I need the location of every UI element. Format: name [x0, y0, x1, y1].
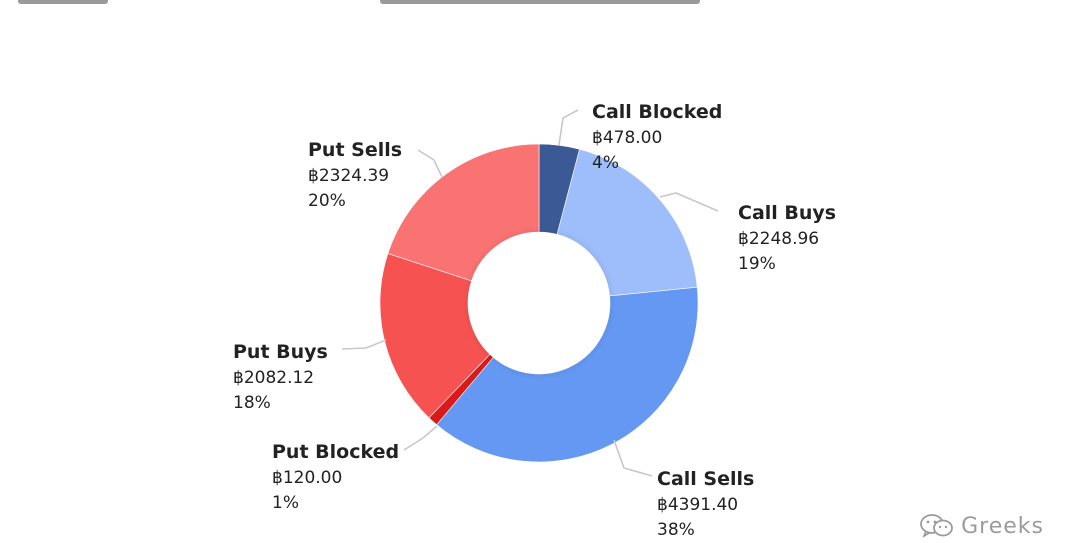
wechat-icon [919, 513, 955, 539]
label-name-call-blocked: Call Blocked [592, 101, 722, 123]
label-name-call-buys: Call Buys [738, 202, 836, 224]
label-percent-put-sells: 20% [308, 191, 346, 211]
label-name-call-sells: Call Sells [657, 468, 754, 490]
label-percent-call-buys: 19% [738, 254, 776, 274]
label-value-call-sells: ฿4391.40 [657, 495, 738, 515]
label-percent-call-blocked: 4% [592, 153, 619, 173]
leader-line-put-sells [417, 149, 443, 178]
donut-hole [468, 232, 610, 374]
header-title-fragment [380, 0, 700, 4]
slice-labels: Call Blocked ฿478.00 4% Call Buys ฿2248.96 19… [233, 101, 836, 540]
label-value-put-blocked: ฿120.00 [272, 468, 342, 488]
label-value-put-buys: ฿2082.12 [233, 368, 314, 388]
label-value-call-blocked: ฿478.00 [592, 128, 662, 148]
label-percent-put-blocked: 1% [272, 493, 299, 513]
label-percent-put-buys: 18% [233, 393, 271, 413]
leader-line-call-sells [613, 439, 653, 477]
label-name-put-buys: Put Buys [233, 341, 328, 363]
leader-line-call-blocked [558, 109, 579, 146]
leader-lines [341, 109, 719, 477]
leader-line-put-buys [341, 339, 387, 350]
label-name-put-sells: Put Sells [308, 139, 402, 161]
label-value-call-buys: ฿2248.96 [738, 229, 819, 249]
label-percent-call-sells: 38% [657, 520, 695, 540]
label-name-put-blocked: Put Blocked [272, 441, 399, 463]
leader-line-put-blocked [403, 425, 438, 451]
donut-slices [379, 143, 699, 463]
watermark-text: Greeks [961, 513, 1044, 539]
label-value-put-sells: ฿2324.39 [308, 166, 389, 186]
watermark: Greeks [919, 513, 1044, 539]
leader-line-call-buys [659, 192, 719, 212]
header-logo-fragment [18, 0, 108, 4]
